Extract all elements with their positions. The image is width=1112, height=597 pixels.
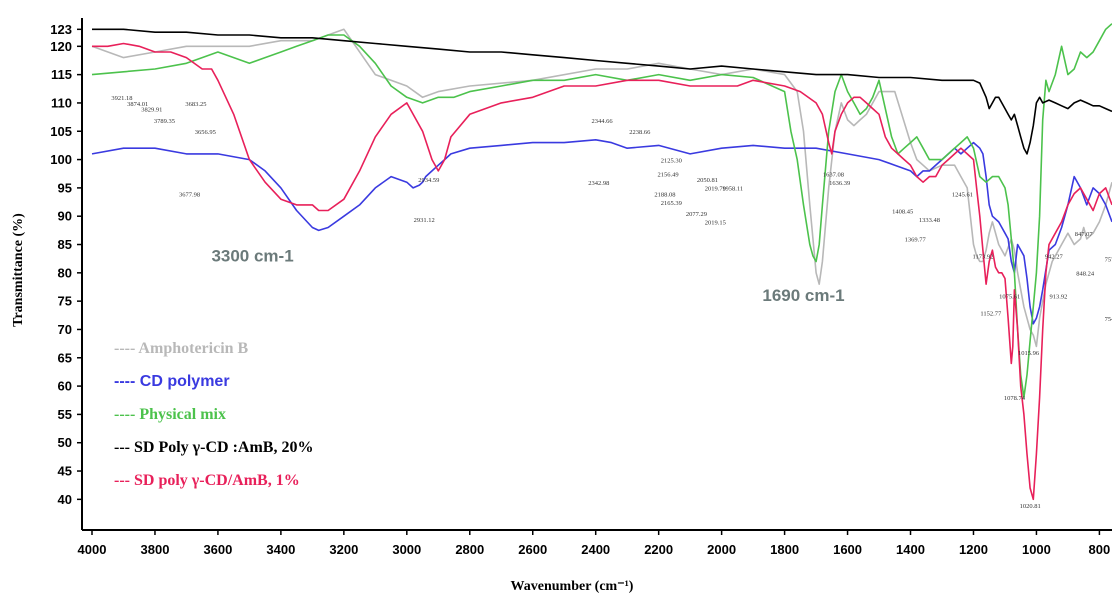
x-tick-label: 2800 [455, 542, 484, 557]
y-tick-label: 120 [50, 39, 72, 54]
peak-label: 1075.61 [999, 293, 1020, 300]
y-tick-label: 80 [58, 265, 72, 280]
y-axis-label: Transmittance (%) [11, 213, 26, 327]
peak-label: 1408.45 [892, 208, 913, 215]
peak-label: 1333.48 [919, 217, 940, 224]
legend: ---- Amphotericin B ---- CD polymer ---- P… [114, 340, 313, 489]
peak-label: 2019.15 [705, 220, 726, 227]
x-tick-label: 2600 [518, 542, 547, 557]
legend-entry: ---- Physical mix [114, 406, 226, 423]
peak-label: 847.07 [1075, 231, 1094, 238]
peak-label: 1369.77 [905, 237, 927, 244]
y-tick-label: 70 [58, 322, 72, 337]
peak-label: 3921.18 [111, 95, 132, 102]
peak-label: 2934.59 [418, 177, 439, 184]
peak-label: 3656.95 [195, 129, 216, 136]
peak-label: 848.24 [1076, 271, 1095, 278]
y-tick-label: 105 [50, 124, 72, 139]
peak-label: 1245.61 [952, 191, 973, 198]
legend-entry: --- SD poly γ-CD/AmB, 1% [114, 472, 300, 489]
peak-label: 3874.01 [127, 101, 148, 108]
callout-label: 1690 cm-1 [762, 286, 844, 305]
y-tick-label: 45 [58, 464, 72, 479]
x-tick-label: 3800 [141, 542, 170, 557]
peak-label: 2238.66 [629, 129, 651, 136]
x-tick-layer: 4000 3800 3600 3400 3200 3000 2800 2600 2400 2200… [78, 530, 1111, 557]
peak-label: 2342.98 [588, 180, 609, 187]
peak-label: 1020.81 [1020, 503, 1041, 510]
y-tick-label: 65 [58, 350, 72, 365]
peak-label: 757 [1105, 257, 1112, 264]
peak-label: 2125.30 [661, 157, 682, 164]
peak-label: 1015.96 [1018, 350, 1040, 357]
peak-label: 2165.39 [661, 200, 682, 207]
x-tick-label: 3600 [203, 542, 232, 557]
peak-label: 1637.08 [823, 172, 844, 179]
peak-label: 2156.49 [658, 172, 679, 179]
peak-label: 3829.91 [141, 106, 162, 113]
legend-entry: --- SD Poly γ-CD :AmB, 20% [114, 439, 313, 456]
series-line-2 [91, 139, 1112, 325]
x-tick-label: 2000 [707, 542, 736, 557]
y-tick-label: 75 [58, 294, 72, 309]
y-tick-label: 100 [50, 152, 72, 167]
peak-label: 2050.81 [697, 177, 718, 184]
peak-label: 1078.74 [1004, 395, 1026, 402]
x-tick-label: 800 [1089, 542, 1111, 557]
y-tick-label: 60 [58, 379, 72, 394]
peak-label: 942.27 [1045, 254, 1064, 261]
peak-label: 3683.25 [185, 101, 206, 108]
legend-entry: ---- CD polymer [114, 373, 230, 390]
y-tick-label: 123 [50, 22, 72, 37]
series-layer [91, 23, 1112, 501]
x-tick-label: 2200 [644, 542, 673, 557]
peak-label: 2931.12 [414, 217, 435, 224]
x-tick-label: 2400 [581, 542, 610, 557]
callout-label: 3300 cm-1 [211, 247, 293, 266]
peak-label: 3677.98 [179, 191, 200, 198]
peak-label: 2344.66 [591, 118, 613, 125]
x-tick-label: 1600 [833, 542, 862, 557]
y-tick-label: 40 [58, 492, 72, 507]
x-tick-label: 1200 [959, 542, 988, 557]
y-tick-label: 55 [58, 407, 72, 422]
series-line-5 [92, 42, 1112, 501]
y-tick-label: 90 [58, 209, 72, 224]
x-tick-label: 3200 [329, 542, 358, 557]
x-tick-label: 1800 [770, 542, 799, 557]
y-tick-layer: 40 45 50 55 60 65 70 75 80 85 90 95 100 105 110 115 120 1… [50, 22, 82, 507]
x-tick-label: 3000 [392, 542, 421, 557]
peak-label: 3789.35 [154, 118, 175, 125]
y-tick-label: 85 [58, 237, 72, 252]
peak-label: 2077.29 [686, 211, 707, 218]
x-tick-label: 4000 [78, 542, 107, 557]
y-tick-label: 50 [58, 435, 72, 450]
y-tick-label: 115 [51, 67, 72, 82]
y-tick-label: 95 [58, 180, 72, 195]
series-line-1 [91, 28, 1112, 348]
x-tick-label: 3400 [266, 542, 295, 557]
x-tick-label: 1400 [896, 542, 925, 557]
peak-label: 1958.11 [722, 186, 743, 193]
x-tick-label: 1000 [1022, 542, 1051, 557]
legend-entry: ---- Amphotericin B [114, 340, 249, 357]
peak-label: 1173.92 [972, 254, 993, 261]
peak-label: 2188.08 [654, 191, 675, 198]
peak-label: 1152.77 [980, 310, 1002, 317]
peak-label: 2019.79 [705, 186, 726, 193]
peak-label: 754 [1105, 316, 1112, 323]
series-line-3 [91, 23, 1112, 399]
y-tick-label: 110 [51, 95, 72, 110]
peak-label: 1636.39 [829, 180, 850, 187]
annotation-layer: 3300 cm-1 1690 cm-1 [211, 247, 844, 306]
x-axis-label: Wavenumber (cm⁻¹) [511, 579, 634, 594]
peak-label: 913.92 [1050, 293, 1068, 300]
series-line-4 [92, 28, 1112, 155]
